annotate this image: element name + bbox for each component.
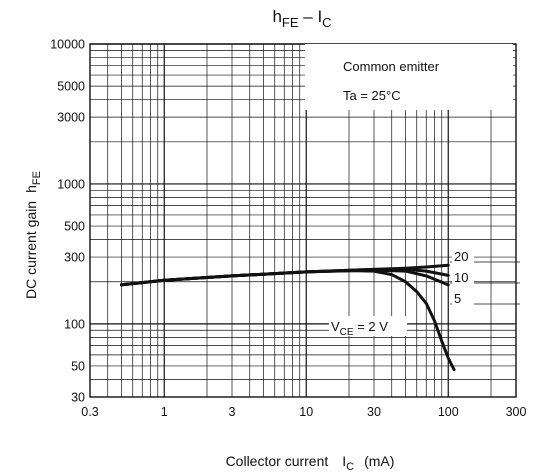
x-tick-label: 0.3 <box>81 405 98 419</box>
y-tick-label: 100 <box>64 317 85 331</box>
series <box>120 263 456 372</box>
chart-title: hFE – IC <box>272 7 331 30</box>
x-ticks: 0.3 1 3 10 30 100 300 <box>81 405 526 419</box>
param-label-bg <box>329 316 407 336</box>
series-line-2 <box>120 269 456 372</box>
series-label-bg <box>452 269 474 284</box>
y-tick-label: 3000 <box>57 111 85 125</box>
series-label: 20 <box>454 249 468 264</box>
x-tick-label: 30 <box>367 405 381 419</box>
y-tick-label: 50 <box>71 359 85 373</box>
param-label: VCE = 2 V <box>331 319 388 338</box>
y-ticks: 30 50 100 300 500 1000 3000 5000 10000 <box>50 38 85 405</box>
series-label: 5 <box>454 291 461 306</box>
y-tick-label: 300 <box>64 251 85 265</box>
y-tick-label: 10000 <box>50 38 85 52</box>
x-tick-label: 10 <box>299 405 313 419</box>
series-label: 10 <box>454 270 468 285</box>
y-tick-label: 500 <box>64 220 85 234</box>
series-label-bg <box>452 290 474 305</box>
x-tick-label: 1 <box>161 405 168 419</box>
series-label-bg <box>452 248 474 263</box>
y-axis-label: DC current gainhFE <box>23 171 43 299</box>
legend-box <box>305 44 513 110</box>
y-tick-label: 30 <box>71 391 85 405</box>
x-tick-label: 3 <box>229 405 236 419</box>
legend-line-1: Common emitter <box>343 59 440 74</box>
y-tick-label: 1000 <box>57 177 85 191</box>
series-labels: 20 10 5 <box>450 248 520 306</box>
x-tick-label: 100 <box>438 405 459 419</box>
x-axis-label: Collector current IC (mA) <box>226 453 395 473</box>
legend-line-2: Ta = 25°C <box>343 88 401 103</box>
y-tick-label: 5000 <box>57 80 85 94</box>
x-tick-label: 300 <box>506 405 527 419</box>
